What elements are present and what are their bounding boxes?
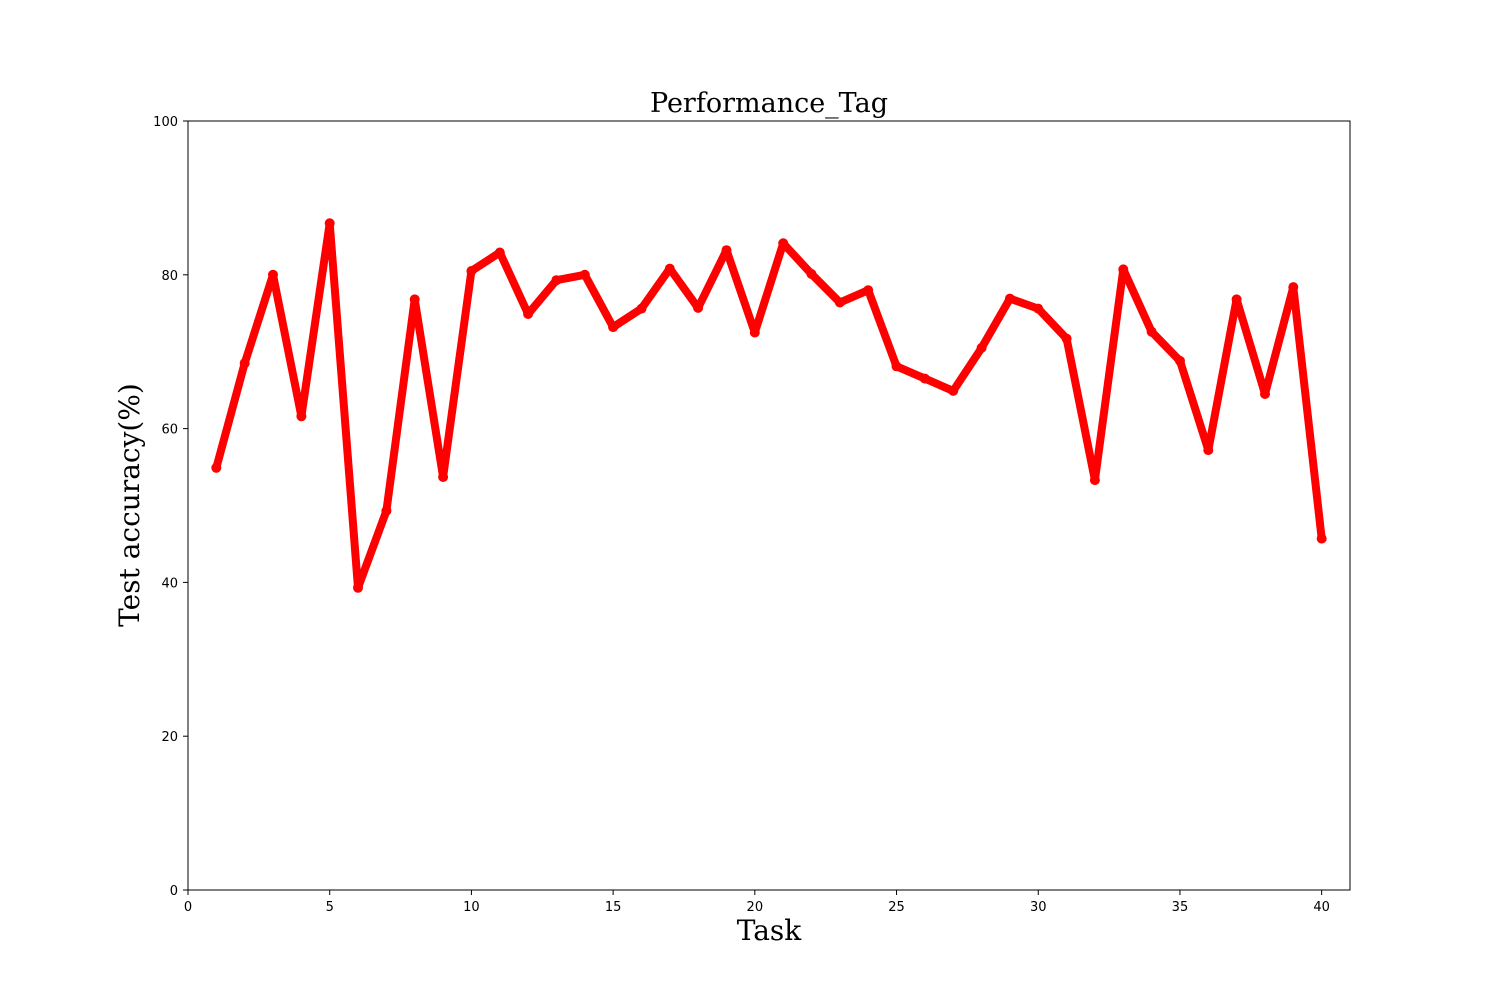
data-point — [863, 285, 874, 296]
y-axis-label: Test accuracy(%) — [113, 383, 146, 627]
y-tick-label: 20 — [161, 730, 178, 745]
data-point — [1004, 293, 1015, 304]
x-tick-label: 15 — [605, 900, 622, 915]
data-point — [409, 294, 420, 305]
data-point — [948, 385, 959, 396]
y-tick-label: 100 — [153, 115, 178, 130]
data-point — [1175, 355, 1185, 366]
data-point — [579, 269, 590, 280]
y-tick-label: 40 — [161, 576, 178, 591]
data-point — [891, 361, 902, 372]
data-point — [1061, 333, 1072, 344]
data-point — [438, 472, 449, 482]
x-tick-label: 25 — [888, 900, 905, 915]
x-tick-label: 35 — [1172, 900, 1189, 915]
x-tick-label: 0 — [184, 900, 192, 915]
data-points — [211, 218, 1327, 593]
data-point — [1118, 264, 1129, 275]
x-axis-label: Task — [737, 914, 803, 947]
data-point — [523, 309, 534, 319]
x-tick-label: 5 — [326, 900, 334, 915]
y-tick-label: 0 — [170, 884, 178, 899]
data-point — [1316, 533, 1327, 544]
data-point — [749, 327, 760, 338]
chart-title: Performance_Tag — [650, 88, 888, 119]
plot-frame — [187, 120, 1351, 891]
x-tick-label: 20 — [747, 900, 764, 915]
x-tick-label: 10 — [463, 900, 480, 915]
data-point — [778, 238, 789, 249]
data-point — [296, 411, 307, 422]
series-line — [212, 219, 1326, 592]
data-point — [239, 358, 250, 369]
data-point — [608, 322, 619, 333]
x-tick-label: 30 — [1030, 900, 1047, 915]
data-point — [1231, 294, 1242, 305]
y-tick-label: 60 — [161, 423, 178, 438]
data-point — [664, 263, 675, 274]
x-axis-ticks: 0 5 10 15 20 25 30 35 40 — [184, 890, 1330, 915]
y-tick-label: 80 — [161, 269, 178, 284]
data-point — [693, 302, 704, 313]
data-point — [268, 269, 278, 280]
data-point — [1260, 389, 1270, 399]
data-point — [721, 245, 732, 256]
x-tick-label: 40 — [1313, 900, 1330, 915]
data-point — [324, 218, 335, 229]
data-point — [494, 247, 505, 258]
data-point — [919, 373, 930, 384]
data-point — [353, 582, 363, 593]
data-point — [806, 269, 817, 279]
data-point — [1203, 445, 1214, 456]
data-point — [834, 297, 845, 308]
data-point — [211, 462, 222, 473]
data-point — [551, 275, 562, 286]
data-point — [1288, 282, 1299, 293]
y-axis-ticks: 0 20 40 60 80 100 — [153, 115, 188, 899]
data-point — [466, 266, 477, 276]
data-point — [381, 505, 392, 516]
data-point — [1089, 475, 1100, 486]
data-point — [976, 342, 987, 353]
data-point — [636, 303, 647, 314]
data-point — [1033, 303, 1044, 314]
data-point — [1146, 326, 1157, 337]
